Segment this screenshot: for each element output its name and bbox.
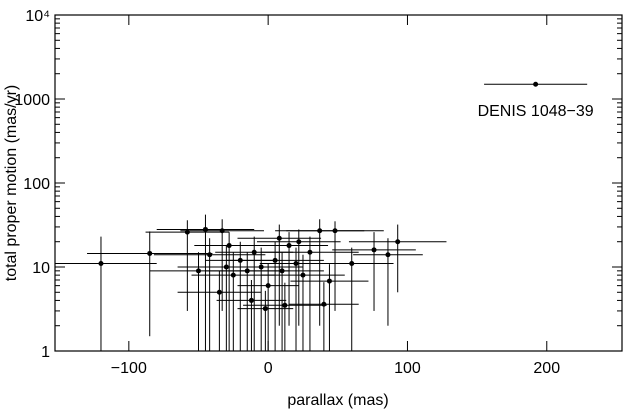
point xyxy=(98,261,104,267)
point xyxy=(230,272,236,278)
point xyxy=(251,249,257,255)
point xyxy=(272,257,278,263)
point xyxy=(282,302,288,308)
x-tick-label: −100 xyxy=(111,360,147,377)
y-tick-label: 10⁴ xyxy=(25,8,50,25)
x-axis-label: parallax (mas) xyxy=(287,392,388,409)
point xyxy=(279,268,285,274)
point xyxy=(195,268,201,274)
point xyxy=(147,250,153,256)
point xyxy=(265,283,271,289)
x-tick-label: 200 xyxy=(533,360,560,377)
plot-area xyxy=(55,81,588,351)
point xyxy=(332,228,338,234)
y-axis-label: total proper motion (mas/yr) xyxy=(3,85,20,282)
point xyxy=(262,306,268,312)
point xyxy=(326,278,332,284)
point xyxy=(300,272,306,278)
point xyxy=(293,261,299,267)
point xyxy=(276,235,282,241)
point xyxy=(349,261,355,267)
point xyxy=(248,297,254,303)
y-tick-label: 10 xyxy=(32,260,50,277)
x-tick-label: 0 xyxy=(264,360,273,377)
point xyxy=(216,289,222,295)
point xyxy=(395,239,401,245)
point xyxy=(321,301,327,307)
point xyxy=(226,243,232,249)
annotation-label: DENIS 1048−39 xyxy=(478,103,594,120)
point xyxy=(371,247,377,253)
y-tick-label: 1000 xyxy=(14,92,50,109)
x-tick-label: 100 xyxy=(394,360,421,377)
point xyxy=(307,249,313,255)
point xyxy=(219,228,225,234)
point xyxy=(296,239,302,245)
plot-frame xyxy=(54,14,623,352)
y-tick-label: 100 xyxy=(23,176,50,193)
point xyxy=(286,243,292,249)
y-tick-label: 1 xyxy=(41,344,50,361)
point xyxy=(207,252,213,258)
annotation-point xyxy=(533,81,539,87)
point xyxy=(385,252,391,258)
point xyxy=(258,264,264,270)
